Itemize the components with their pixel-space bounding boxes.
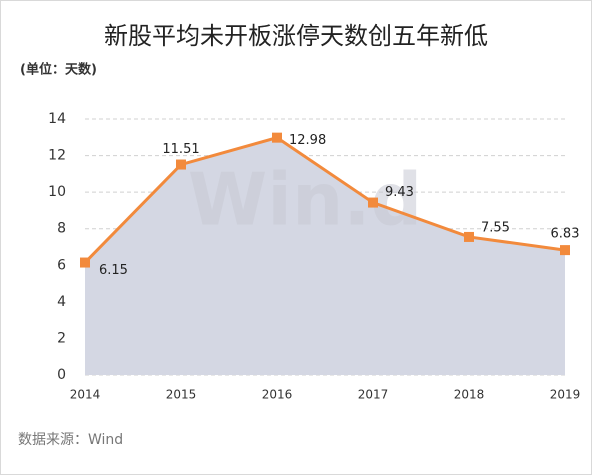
y-tick-label: 0 — [57, 367, 66, 383]
unit-label: (单位：天数) — [20, 62, 97, 78]
y-tick-label: 2 — [57, 330, 66, 346]
marker — [368, 197, 378, 208]
value-label: 11.51 — [162, 142, 199, 157]
chart-title: 新股平均未开板涨停天数创五年新低 — [104, 22, 488, 50]
x-tick-label: 2015 — [166, 388, 197, 402]
x-tick-label: 2016 — [262, 388, 293, 402]
marker — [272, 132, 282, 143]
marker — [464, 231, 474, 242]
y-tick-label: 4 — [57, 294, 66, 310]
line — [83, 136, 566, 264]
value-label: 6.15 — [99, 263, 128, 278]
y-tick-label: 8 — [57, 221, 66, 237]
x-tick-label: 2014 — [70, 388, 101, 402]
x-tick-label: 2018 — [454, 388, 485, 402]
marker — [176, 159, 186, 170]
value-label: 9.43 — [385, 185, 414, 200]
y-tick-label: 6 — [57, 257, 66, 273]
marker — [80, 257, 90, 268]
x-tick-label: 2017 — [358, 388, 389, 402]
source: 数据来源：Wind — [18, 432, 123, 448]
value-label: 7.55 — [481, 220, 510, 235]
value-label: 12.98 — [289, 133, 326, 148]
x-tick-label: 2019 — [550, 388, 581, 402]
y-tick-label: 14 — [48, 111, 66, 127]
y-tick-label: 10 — [48, 184, 66, 200]
marker — [560, 245, 570, 256]
area — [85, 137, 565, 375]
watermark: Win.d — [188, 158, 422, 242]
y-tick-label: 12 — [48, 148, 66, 164]
value-label: 6.83 — [551, 227, 580, 242]
